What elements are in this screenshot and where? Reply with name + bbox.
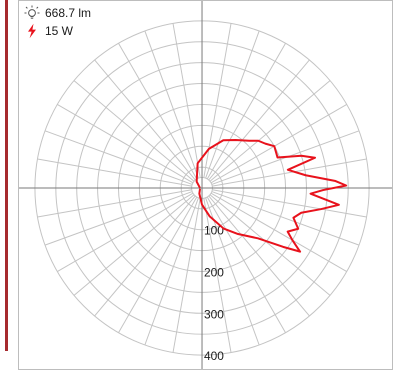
grid-spoke xyxy=(209,80,331,182)
grid-spoke xyxy=(211,191,360,246)
grid-spoke xyxy=(205,30,260,179)
grid-spoke xyxy=(203,198,232,353)
legend: 668.7 lm 15 W xyxy=(24,4,91,40)
grid-spoke xyxy=(37,189,192,218)
grid-spoke xyxy=(172,198,201,353)
grid-spoke xyxy=(210,104,347,184)
chart-frame: 100 200 300 400 668.7 xyxy=(18,0,393,370)
grid-spoke xyxy=(37,158,192,187)
grid-spoke xyxy=(57,192,194,272)
grid-spoke xyxy=(73,80,195,182)
grid-spoke xyxy=(73,194,195,296)
polar-chart: 100 200 300 400 xyxy=(18,0,393,370)
flux-value: 668.7 lm xyxy=(45,6,92,20)
grid-spoke xyxy=(57,104,194,184)
legend-power: 15 W xyxy=(24,22,91,40)
grid-spoke xyxy=(44,191,193,246)
radial-tick-label: 200 xyxy=(204,266,224,280)
power-value: 15 W xyxy=(45,24,74,38)
legend-flux: 668.7 lm xyxy=(24,4,91,22)
grid-spoke xyxy=(209,194,331,296)
grid-spoke xyxy=(203,23,232,178)
series-line xyxy=(195,139,348,253)
grid-spoke xyxy=(118,43,198,180)
grid-spoke xyxy=(44,130,193,185)
grid-spoke xyxy=(212,189,367,218)
grid-spoke xyxy=(212,158,367,187)
radial-tick-labels: 100 200 300 400 xyxy=(204,224,224,363)
left-accent-bar xyxy=(5,0,8,351)
radial-tick-label: 100 xyxy=(204,224,224,238)
grid-spoke xyxy=(172,23,201,178)
grid-spoke xyxy=(118,196,198,333)
radial-tick-label: 300 xyxy=(204,307,224,321)
radial-tick-label: 400 xyxy=(204,349,224,363)
grid-spoke xyxy=(144,30,199,179)
series-layer xyxy=(195,139,348,253)
grid-spoke xyxy=(206,196,286,333)
grid-spoke xyxy=(210,192,347,272)
grid-spoke xyxy=(94,59,196,181)
grid-spoke xyxy=(205,197,260,346)
grid-spoke xyxy=(208,59,310,181)
grid-spoke xyxy=(208,195,310,317)
grid-spoke xyxy=(206,43,286,180)
lightning-bolt-icon xyxy=(24,23,40,39)
lightbulb-icon xyxy=(24,5,40,21)
grid-spoke xyxy=(94,195,196,317)
grid-spoke xyxy=(144,197,199,346)
